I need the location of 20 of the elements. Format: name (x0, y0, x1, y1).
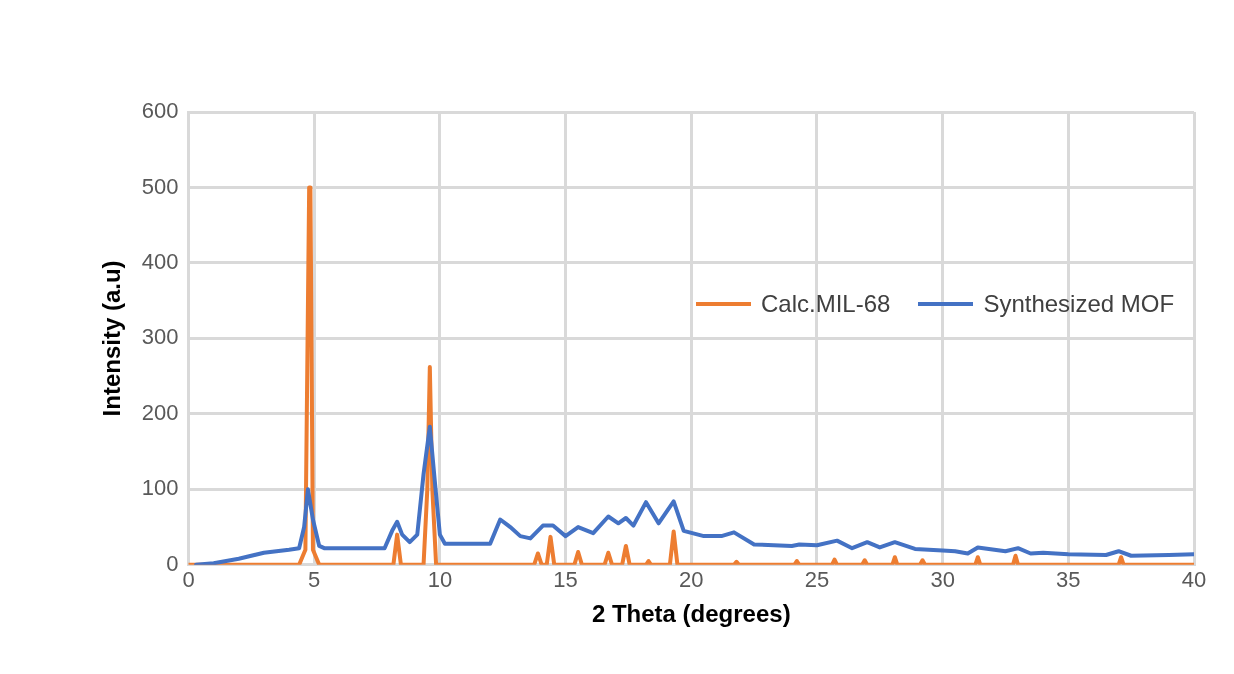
y-axis-title: Intensity (a.u) (98, 260, 126, 417)
x-axis-title: 2 Theta (degrees) (591, 600, 791, 628)
x-tick-label: 0 (182, 567, 195, 593)
y-tick-label: 0 (166, 550, 179, 576)
y-tick-label: 500 (141, 173, 179, 199)
y-tick-label: 300 (141, 324, 179, 350)
x-tick-label: 25 (804, 567, 830, 593)
x-tick-label: 30 (930, 567, 955, 593)
y-tick-label: 100 (141, 475, 179, 501)
y-tick-label: 400 (141, 249, 179, 274)
x-tick-label: 20 (679, 567, 704, 593)
x-tick-label: 15 (553, 567, 578, 593)
x-tick-label: 10 (427, 567, 453, 593)
x-tick-label: 40 (1181, 567, 1207, 593)
y-tick-label: 600 (141, 98, 179, 124)
legend-label: Synthesized MOF (983, 290, 1175, 319)
x-tick-label: 5 (308, 567, 321, 593)
legend-label: Calc.MIL-68 (761, 290, 891, 319)
y-tick-label: 200 (141, 399, 179, 425)
x-tick-label: 35 (1056, 567, 1081, 593)
